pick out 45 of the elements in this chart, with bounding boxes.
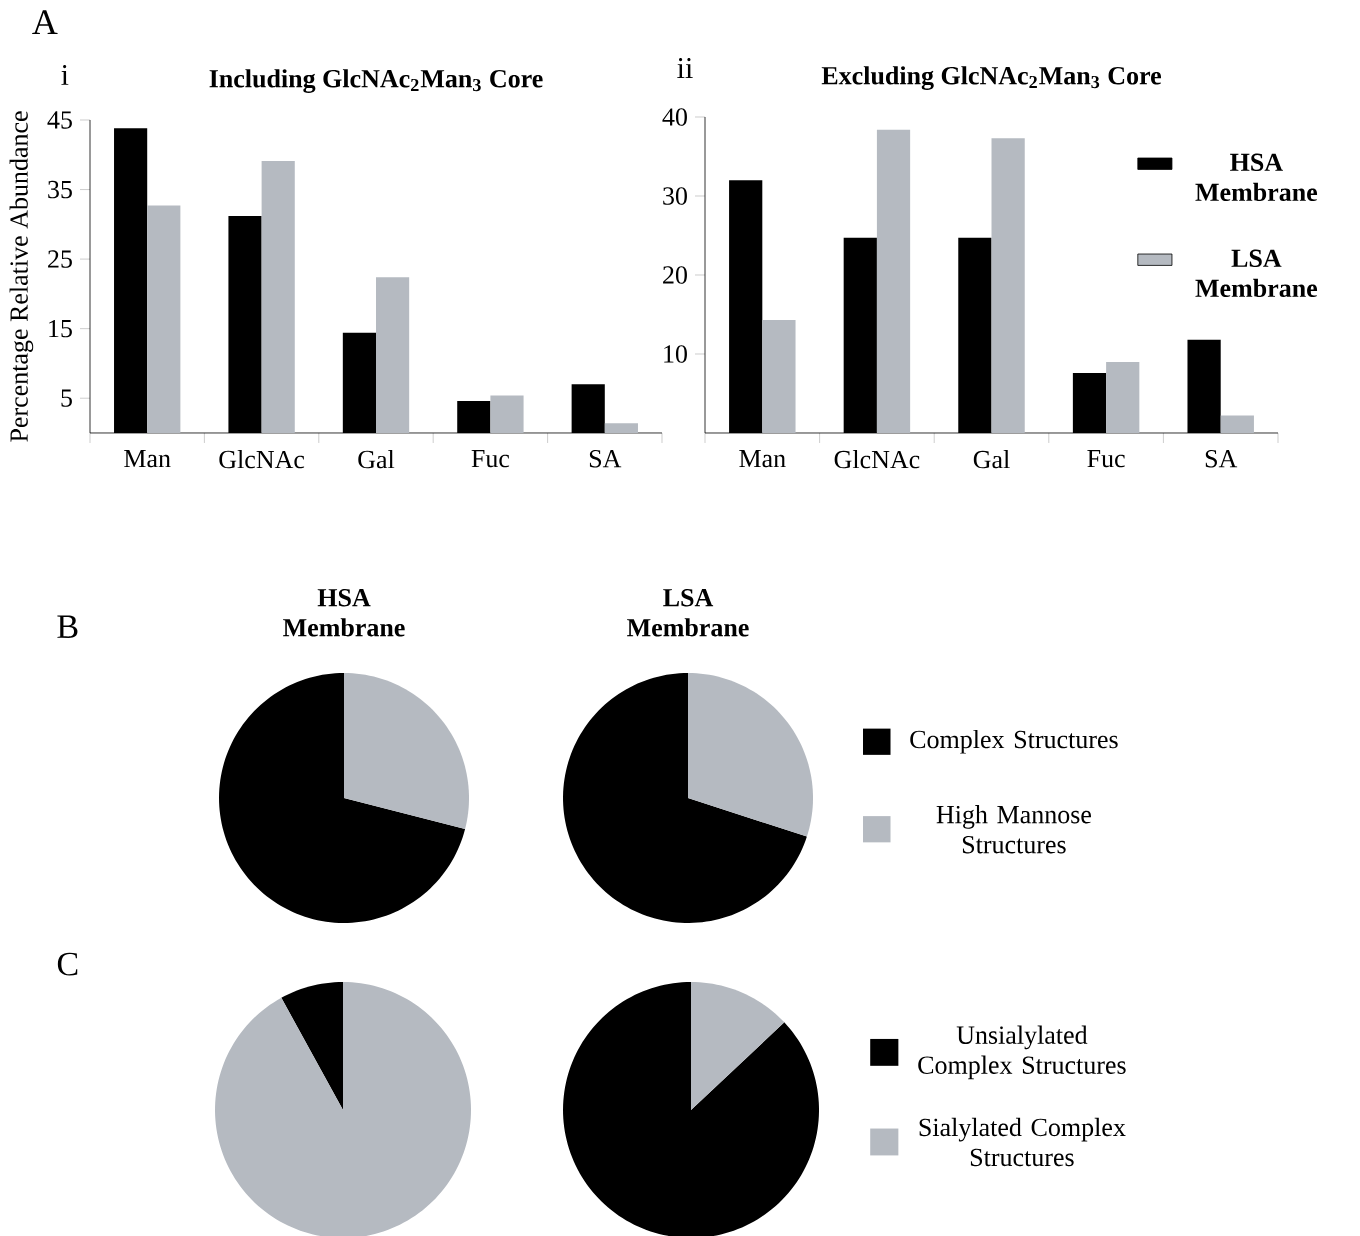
bar: [762, 320, 796, 433]
y-tick-label: 5: [61, 389, 72, 407]
text: B: [57, 615, 78, 638]
y-tick-label: 15: [49, 319, 72, 338]
x-tick-label: Fuc: [1087, 450, 1125, 468]
legend-label: HSA Membrane: [1195, 153, 1318, 202]
bar: [147, 205, 181, 433]
bar: [604, 423, 638, 433]
y-tick-label: 40: [662, 108, 687, 126]
legend-label: Complex Structures: [910, 729, 1118, 754]
bar: [261, 161, 295, 433]
bar: [1220, 415, 1254, 433]
x-tick-label: SA: [1205, 450, 1238, 468]
chart-title: Excluding GlcNAc$_{2}$Man$_{3}$ Core: [821, 66, 1162, 90]
text: C: [57, 952, 78, 976]
text: ii: [677, 58, 693, 78]
legend-label: LSA Membrane: [1195, 249, 1318, 298]
bar: [490, 395, 524, 433]
legend-label: Unsialylated Complex Structures: [918, 1025, 1126, 1080]
x-tick-label: Man: [739, 450, 786, 468]
x-tick-label: Gal: [973, 450, 1010, 469]
bar: [991, 138, 1025, 433]
x-tick-label: GlcNAc: [219, 450, 305, 469]
chart-title: Including GlcNAc$_{2}$Man$_{3}$ Core: [209, 69, 543, 93]
legend-label: High Mannose Structures: [936, 805, 1091, 854]
chart-title: LSA Membrane: [627, 588, 749, 637]
x-tick-label: Fuc: [471, 450, 510, 468]
y-tick-label: 30: [663, 187, 687, 205]
text: i: [61, 65, 69, 85]
x-tick-label: GlcNAc: [834, 450, 920, 469]
y-tick-label: 20: [663, 266, 687, 284]
y-tick-label: 45: [47, 111, 72, 129]
x-tick-label: Man: [124, 450, 171, 468]
y-tick-label: 35: [48, 180, 72, 199]
bar: [376, 277, 410, 433]
bar: [876, 129, 911, 433]
text: A: [32, 10, 58, 34]
legend-label: Sialylated Complex Structures: [919, 1117, 1126, 1167]
y-tick-label: 10: [664, 345, 687, 363]
x-tick-label: SA: [589, 450, 622, 468]
bar: [1106, 361, 1140, 433]
x-tick-label: Gal: [358, 450, 395, 469]
y-axis-title: Percentage Relative Abundance: [9, 111, 34, 442]
chart-title: HSA Membrane: [283, 588, 405, 637]
y-tick-label: 25: [48, 250, 72, 268]
